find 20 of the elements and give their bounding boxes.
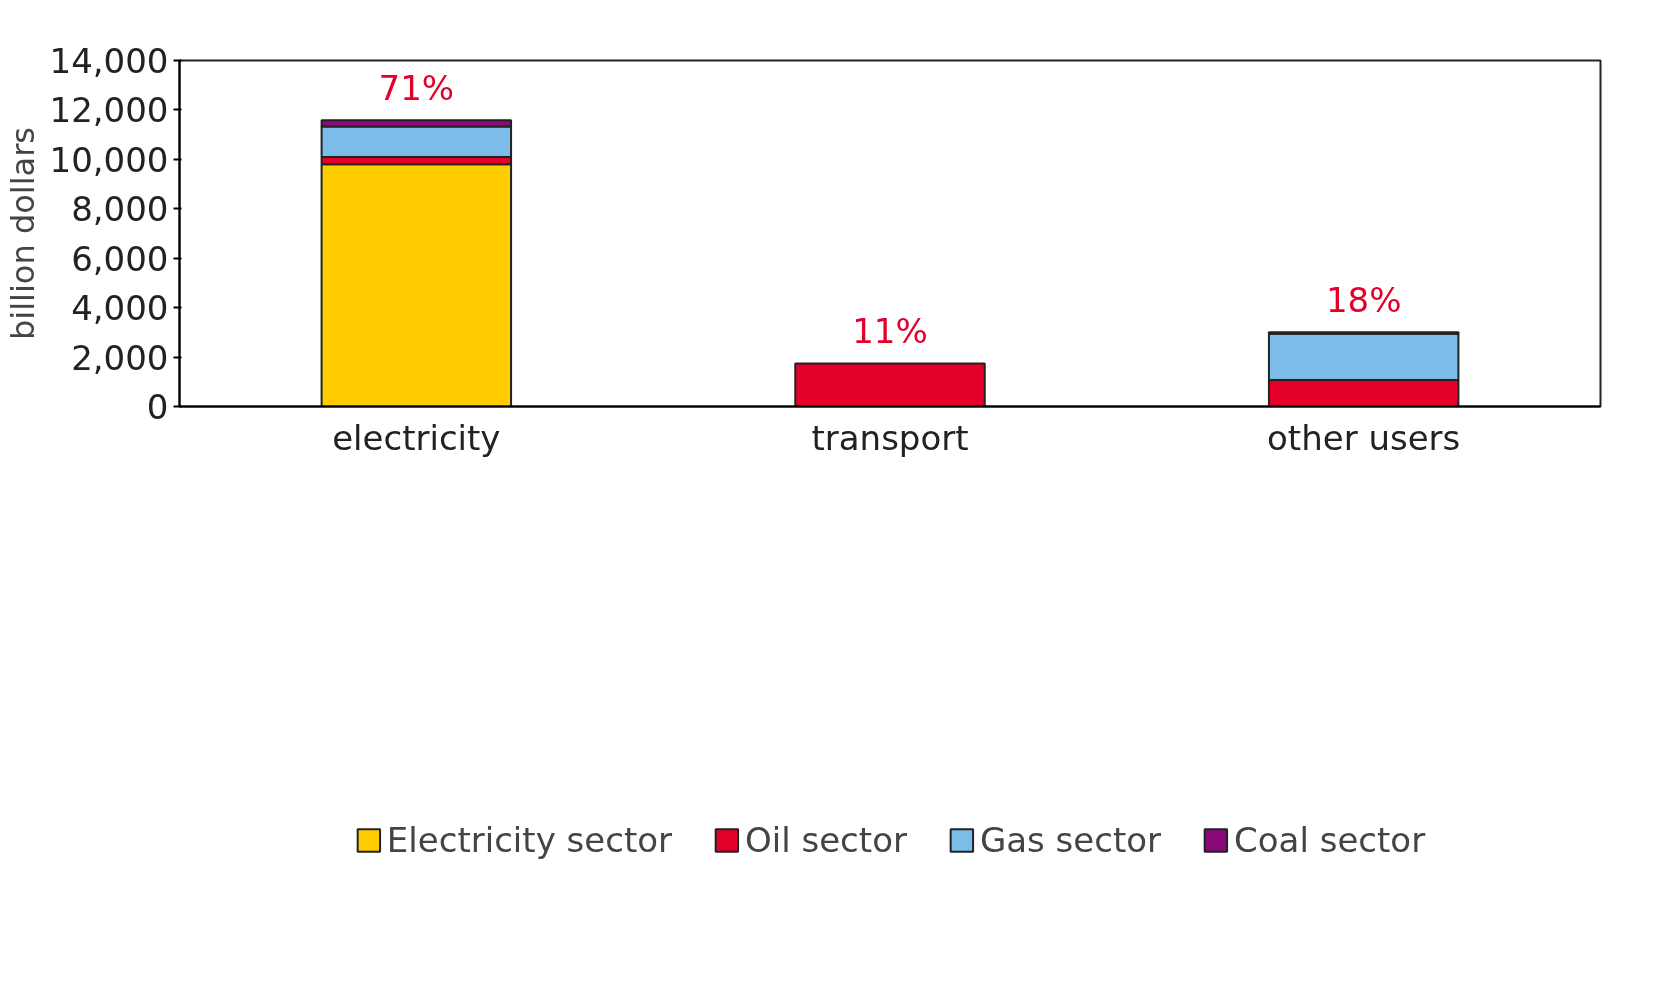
y-tick-label: 4,000 <box>71 288 169 329</box>
bar <box>794 362 986 407</box>
y-tick-label: 12,000 <box>49 90 169 131</box>
annotation: 11% <box>852 311 928 352</box>
legend-label: Coal sector <box>1234 820 1426 860</box>
x-tick-label: electricity <box>332 417 501 458</box>
annotation: 71% <box>378 68 455 109</box>
legend-label: Oil sector <box>745 820 907 860</box>
y-tick-label: 14,000 <box>49 41 169 81</box>
x-tick-label: transport <box>811 417 969 458</box>
y-axis-title: billion dollars <box>3 126 42 341</box>
annotation: 18% <box>1325 280 1402 321</box>
y-tick-label: 0 <box>146 387 169 427</box>
y-tick-label: 2,000 <box>71 337 169 378</box>
legend-label: Gas sector <box>979 820 1162 860</box>
y-tick-label: 8,000 <box>71 189 169 230</box>
y-tick-label: 10,000 <box>49 139 169 180</box>
x-tick-label: other users <box>1267 417 1461 458</box>
legend-label: Electricity sector <box>386 820 673 860</box>
y-tick-label: 6,000 <box>71 238 169 279</box>
